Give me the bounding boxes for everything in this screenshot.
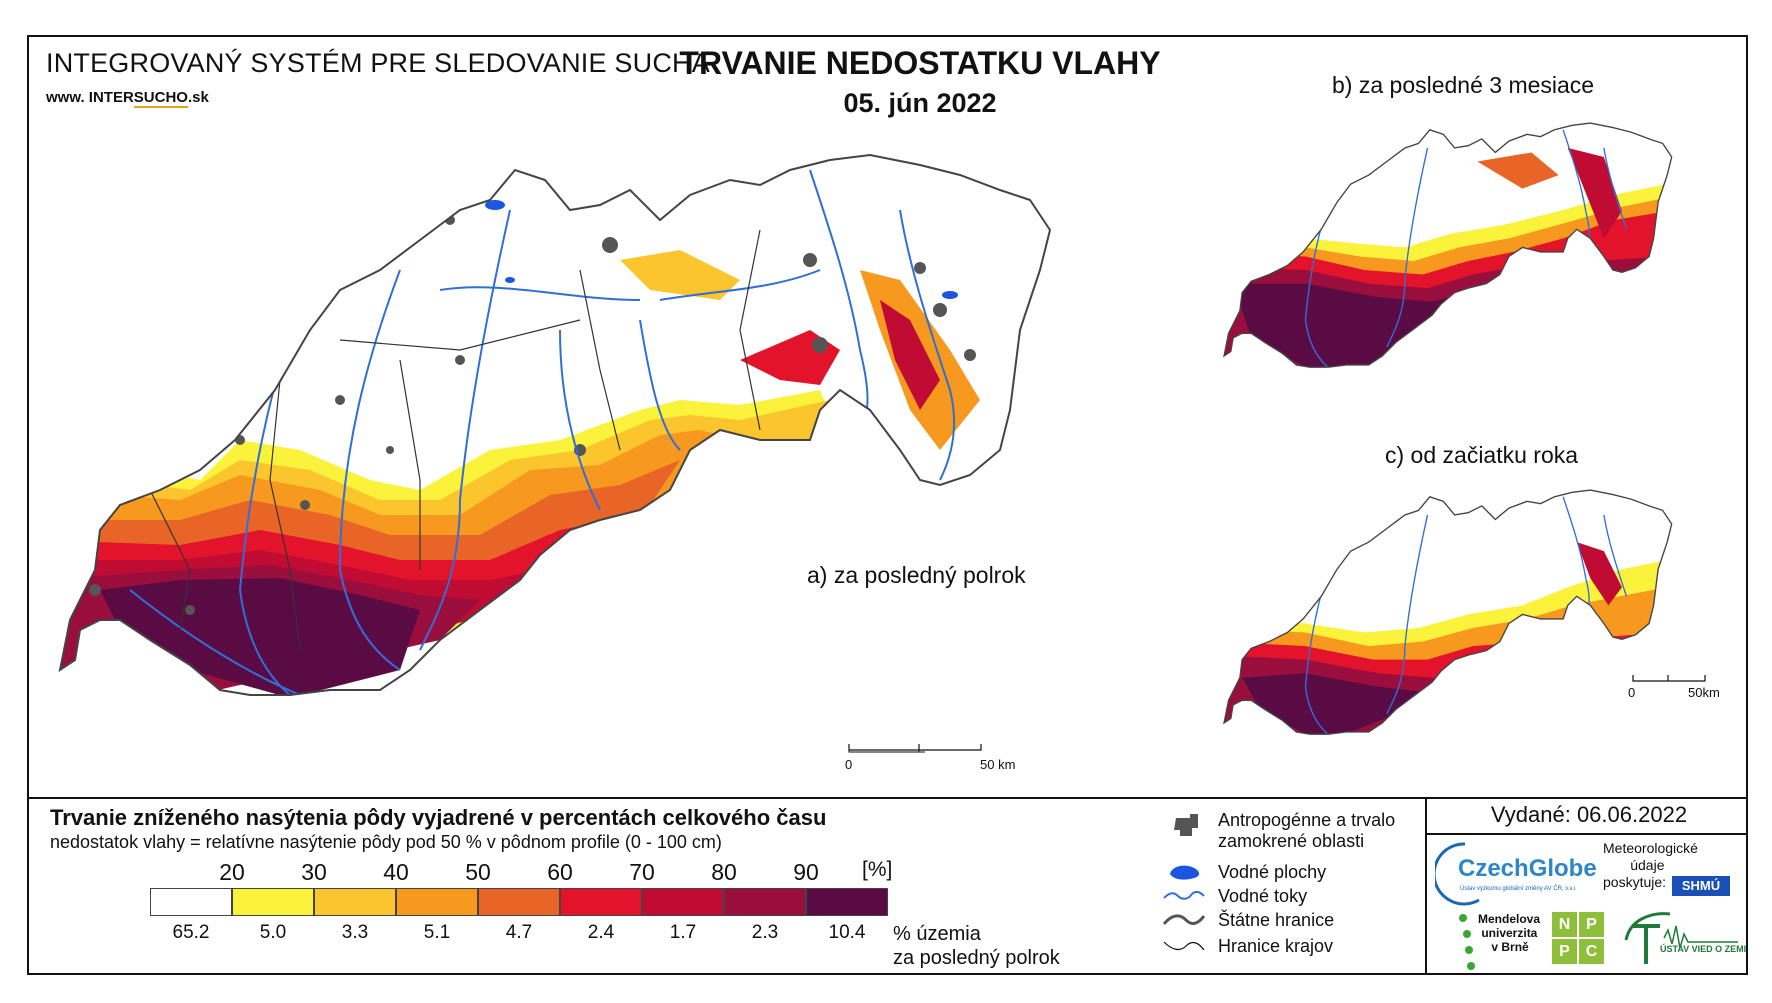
share-value-2: 3.3 <box>341 922 369 943</box>
met-data-provider: Meteorologické údaje poskytuje: <box>1603 840 1698 890</box>
share-value-8: 10.4 <box>828 922 866 943</box>
share-value-7: 2.3 <box>751 922 779 943</box>
colorbar-class-2 <box>314 888 396 916</box>
legend-unit: [%] <box>862 858 893 881</box>
mendel-dots-icon <box>1459 914 1475 970</box>
main-scale-end: 50 km <box>980 757 1016 772</box>
legend-share-note: % územia za posledný polrok <box>893 923 1060 969</box>
legend-title: Trvanie zníženého nasýtenia pôdy vyjadre… <box>50 805 827 830</box>
footer-divider-horizontal <box>1425 833 1748 835</box>
share-value-1: 5.0 <box>259 922 287 943</box>
issued-date: Vydané: 06.06.2022 <box>1490 802 1688 827</box>
inset-scale-end: 50km <box>1688 685 1720 700</box>
shmu-logo: SHMÚ <box>1672 876 1730 896</box>
inset-c-label: c) od začiatku roka <box>1385 442 1579 468</box>
colorbar-class-8 <box>806 888 888 916</box>
legend-item-water: Vodné plochy <box>1218 862 1327 882</box>
threshold-label-0: 20 <box>219 859 245 885</box>
share-value-0: 65.2 <box>172 922 210 943</box>
colorbar-class-7 <box>724 888 806 916</box>
share-value-4: 4.7 <box>505 922 533 943</box>
legend-divider <box>27 797 1748 799</box>
colorbar-class-6 <box>642 888 724 916</box>
water-body-icon <box>1170 865 1200 880</box>
threshold-label-6: 80 <box>711 859 737 885</box>
threshold-label-4: 60 <box>547 859 573 885</box>
river-icon <box>1163 890 1205 900</box>
system-name: INTEGROVANÝ SYSTÉM PRE SLEDOVANIE SUCHA <box>46 48 710 78</box>
urban-area-icon <box>1174 814 1198 836</box>
state-border-icon <box>1162 914 1206 925</box>
inset-map-3-months <box>1223 122 1673 368</box>
threshold-label-3: 50 <box>465 859 491 885</box>
main-scale-line <box>848 744 982 751</box>
czechglobe-logo <box>1435 842 1480 906</box>
uvz-name: ÚSTAV VIED O ZEMI <box>1660 944 1747 954</box>
inset-b-label: b) za posledné 3 mesiace <box>1332 72 1595 98</box>
czechglobe-sub: Ústav výzkumu globální změny AV ČR, v.v.… <box>1460 886 1577 892</box>
colorbar-class-1 <box>232 888 314 916</box>
colorbar-class-0 <box>150 888 232 916</box>
colorbar-class-5 <box>560 888 642 916</box>
share-value-6: 1.7 <box>669 922 697 943</box>
website-link[interactable]: www. INTERSUCHO.sk <box>46 89 209 108</box>
legend-subtitle: nedostatok vlahy = relatívne nasýtenie p… <box>50 832 722 852</box>
uvz-logo <box>1624 912 1738 964</box>
legend-item-rivers: Vodné toky <box>1218 886 1308 906</box>
main-scale-zero: 0 <box>845 757 853 772</box>
legend-item-region-border: Hranice krajov <box>1218 936 1334 956</box>
map-date: 05. jún 2022 <box>843 88 997 118</box>
legend-item-urban: Antropogénne a trvalo zamokrené oblasti <box>1218 810 1396 851</box>
region-border-icon <box>1163 941 1205 951</box>
page-title: TRVANIE NEDOSTATKU VLAHY <box>679 45 1161 81</box>
share-value-3: 5.1 <box>423 922 451 943</box>
threshold-label-5: 70 <box>629 859 655 885</box>
czechglobe-name: CzechGlobe <box>1458 855 1597 882</box>
footer-divider-vertical <box>1425 797 1427 975</box>
share-value-5: 2.4 <box>587 922 615 943</box>
inset-map-year-start <box>1223 489 1673 735</box>
main-map <box>58 153 1052 696</box>
nppc-logo: N P P C <box>1552 912 1604 964</box>
mendel-university: Mendelova univerzita v Brně <box>1478 912 1541 954</box>
inset-scale-zero: 0 <box>1628 685 1636 700</box>
inset-scale-bar <box>1632 675 1706 682</box>
colorbar-class-3 <box>396 888 478 916</box>
map-frame <box>27 35 1748 975</box>
colorbar-class-4 <box>478 888 560 916</box>
threshold-label-7: 90 <box>793 859 819 885</box>
threshold-label-1: 30 <box>301 859 327 885</box>
main-map-label: a) za posledný polrok <box>807 562 1026 588</box>
legend-item-state-border: Štátne hranice <box>1218 910 1335 930</box>
threshold-label-2: 40 <box>383 859 409 885</box>
